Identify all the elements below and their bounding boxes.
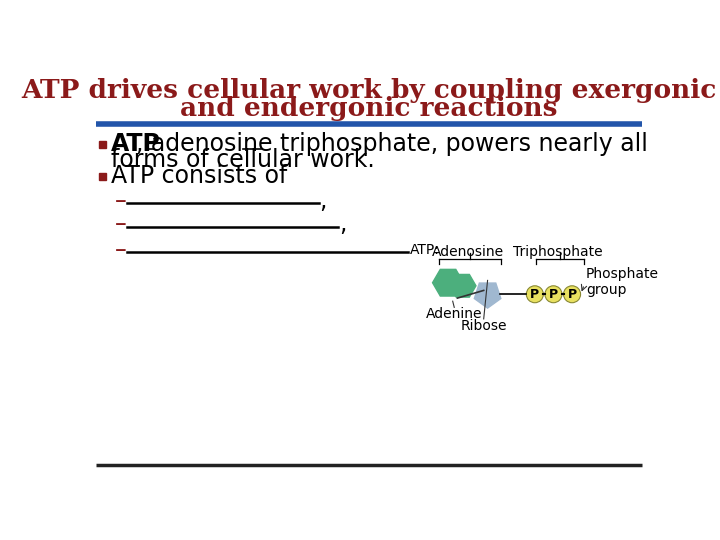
Text: Adenosine: Adenosine (432, 245, 504, 259)
Circle shape (526, 286, 544, 303)
Text: ATP drives cellular work by coupling exergonic: ATP drives cellular work by coupling exe… (22, 78, 716, 103)
Text: –: – (114, 212, 127, 236)
Text: P: P (567, 288, 577, 301)
Circle shape (545, 286, 562, 303)
Text: P: P (549, 288, 558, 301)
Text: ,: , (339, 212, 346, 236)
Bar (99, 141, 107, 148)
Text: P: P (531, 288, 539, 301)
Text: ATP consists of: ATP consists of (111, 164, 287, 188)
Text: and endergonic reactions: and endergonic reactions (180, 96, 558, 121)
Text: –: – (114, 189, 127, 213)
Text: Adenine: Adenine (426, 307, 482, 321)
Text: –: – (114, 238, 127, 261)
Text: forms of cellular work.: forms of cellular work. (111, 148, 374, 172)
Text: Triphosphate: Triphosphate (513, 245, 603, 259)
Text: , adenosine triphosphate, powers nearly all: , adenosine triphosphate, powers nearly … (137, 132, 649, 156)
Text: ,: , (320, 189, 327, 213)
Circle shape (564, 286, 580, 303)
Bar (99, 173, 107, 179)
Text: Ribose: Ribose (461, 319, 507, 333)
Text: Phosphate
group: Phosphate group (586, 267, 659, 297)
Text: ATP: ATP (111, 132, 161, 156)
Text: ATP:: ATP: (410, 242, 440, 256)
